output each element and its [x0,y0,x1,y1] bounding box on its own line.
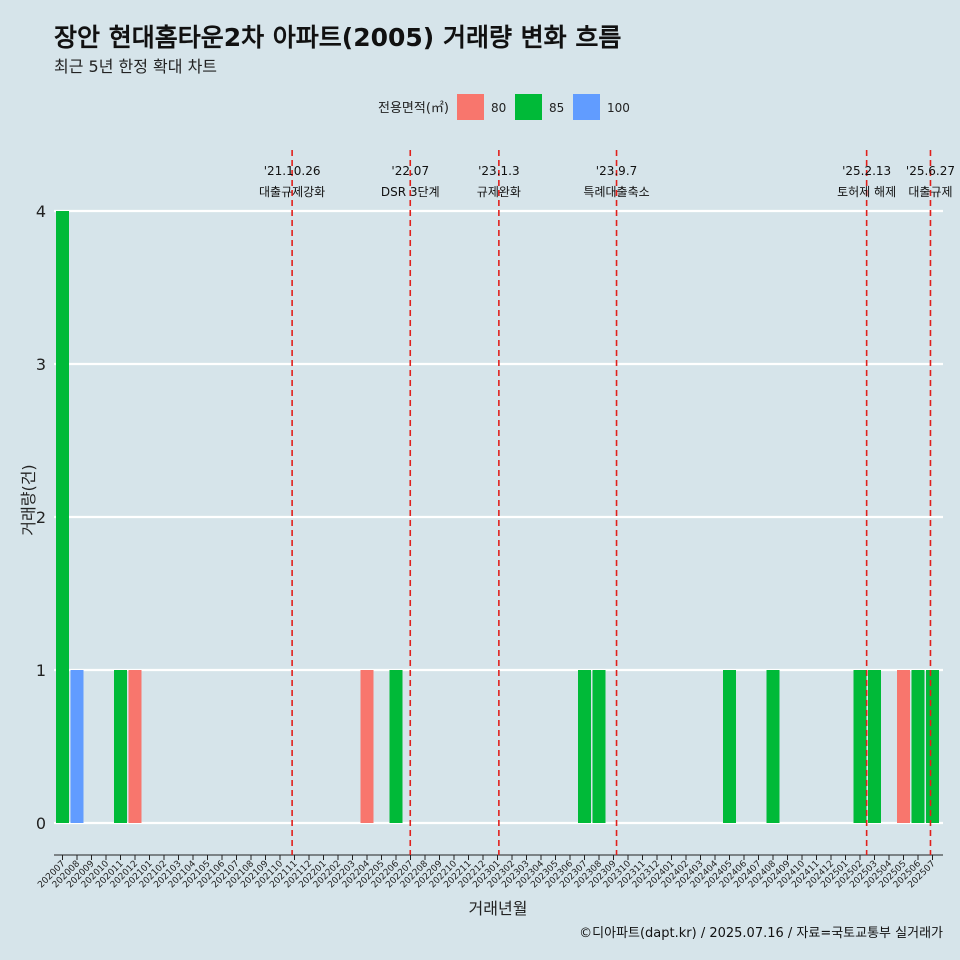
bar [592,670,606,823]
event-date-label: '23.1.3 [478,164,519,178]
bar [360,670,374,823]
legend-swatch [457,94,484,120]
event-name-label: 규제완화 [477,185,521,199]
bar [578,670,591,823]
legend-label: 100 [607,101,630,115]
event-date-label: '25.6.27 [906,164,955,178]
event-name-label: 대출규제 [908,185,952,199]
bar [926,670,939,823]
bar [766,670,780,823]
y-axis-title: 거래량(건) [19,464,38,535]
event-date-label: '23.9.7 [596,164,637,178]
bar [853,670,867,823]
legend-swatch [573,94,600,120]
bar [56,211,69,823]
legend-swatch [515,94,542,120]
y-tick-label: 4 [36,202,46,221]
bar [114,670,127,823]
event-date-label: '22.07 [391,164,429,178]
chart-title: 장안 현대홈타운2차 아파트(2005) 거래량 변화 흐름 [54,23,622,52]
y-tick-label: 1 [36,661,46,680]
event-name-label: 토허제 해제 [837,185,896,199]
chart-subtitle: 최근 5년 한정 확대 차트 [54,57,218,76]
legend-label: 85 [549,101,564,115]
event-name-label: 대출규제강화 [259,185,325,199]
y-tick-label: 2 [36,508,46,527]
y-tick-label: 3 [36,355,46,374]
event-name-label: 특례대출축소 [583,185,649,199]
bar [128,670,142,823]
bar [723,670,736,823]
source-caption: ©디아파트(dapt.kr) / 2025.07.16 / 자료=국토교통부 실… [579,926,943,941]
bar [389,670,403,823]
y-tick-label: 0 [36,814,46,833]
legend-title: 전용면적(㎡) [378,101,449,116]
x-axis-title: 거래년월 [469,899,528,918]
bar [70,670,84,823]
event-date-label: '25.2.13 [842,164,891,178]
bar [868,670,881,823]
event-date-label: '21.10.26 [264,164,321,178]
event-name-label: DSR 3단계 [381,185,440,199]
legend-label: 80 [491,101,506,115]
bar [911,670,925,823]
bar [897,670,910,823]
